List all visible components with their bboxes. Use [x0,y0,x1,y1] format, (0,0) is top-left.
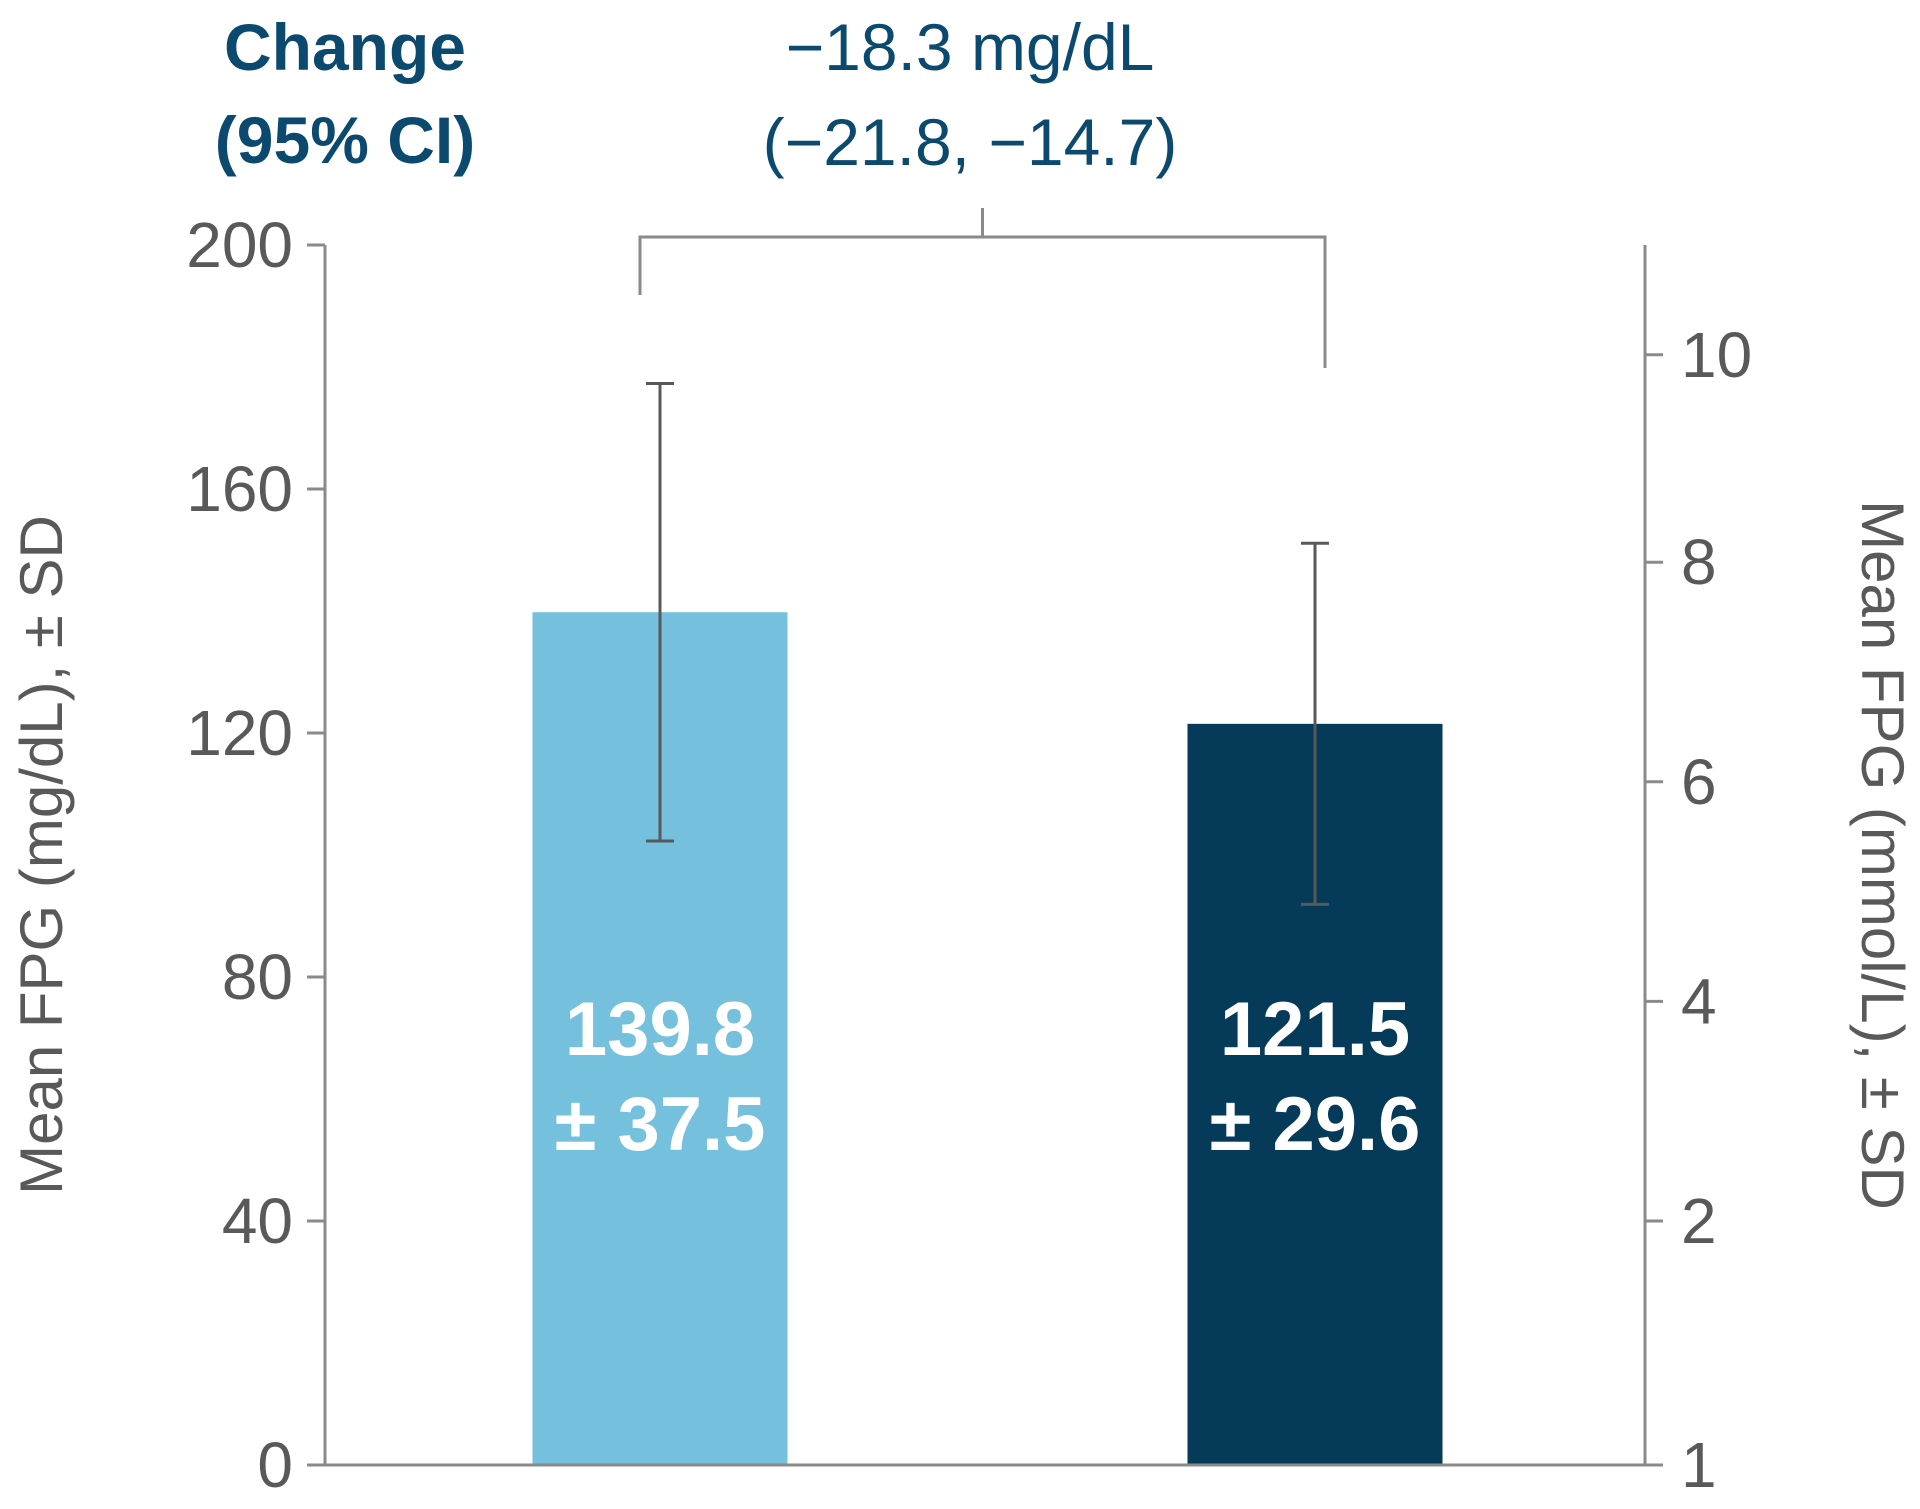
y-tick-label: 200 [186,209,293,281]
y2-tick-label: 1 [1681,1429,1717,1501]
y-tick-label: 160 [186,453,293,525]
bar-value-label-sd: ± 37.5 [555,1082,766,1167]
y2-tick-label: 6 [1681,746,1717,818]
y-axis-right-ticks: 1 2 4 6 8 10 [1645,319,1752,1501]
bar-value-label-sd: ± 29.6 [1210,1082,1421,1167]
y-tick-label: 120 [186,697,293,769]
y-tick-label: 0 [257,1429,293,1501]
comparison-bracket [638,208,1327,368]
annotation-title-line2: (95% CI) [215,103,475,177]
annotation: Change (95% CI) −18.3 mg/dL (−21.8, −14.… [215,10,1178,179]
annotation-title-line1: Change [224,10,466,84]
y2-tick-label: 8 [1681,526,1717,598]
y2-tick-label: 10 [1681,319,1752,391]
y-tick-label: 80 [222,941,293,1013]
y-tick-label: 40 [222,1185,293,1257]
bar-value-label-mean: 139.8 [565,987,755,1072]
y-axis-left-title: Mean FPG (mg/dL), ± SD [8,515,75,1195]
bar-value-label-mean: 121.5 [1220,987,1410,1072]
y-axis-right-title: Mean FPG (mmol/L), ± SD [1849,500,1916,1210]
annotation-value-line1: −18.3 mg/dL [786,10,1155,84]
y-axis-left-ticks: 0 40 80 120 160 200 [186,209,325,1501]
axes [323,245,1647,1467]
bracket-path [638,235,1327,368]
y2-tick-label: 2 [1681,1185,1717,1257]
y2-tick-label: 4 [1681,965,1717,1037]
bar-value-labels: 139.8 ± 37.5 121.5 ± 29.6 [555,987,1421,1167]
error-bars [646,381,1329,906]
annotation-value-line2: (−21.8, −14.7) [763,105,1178,179]
